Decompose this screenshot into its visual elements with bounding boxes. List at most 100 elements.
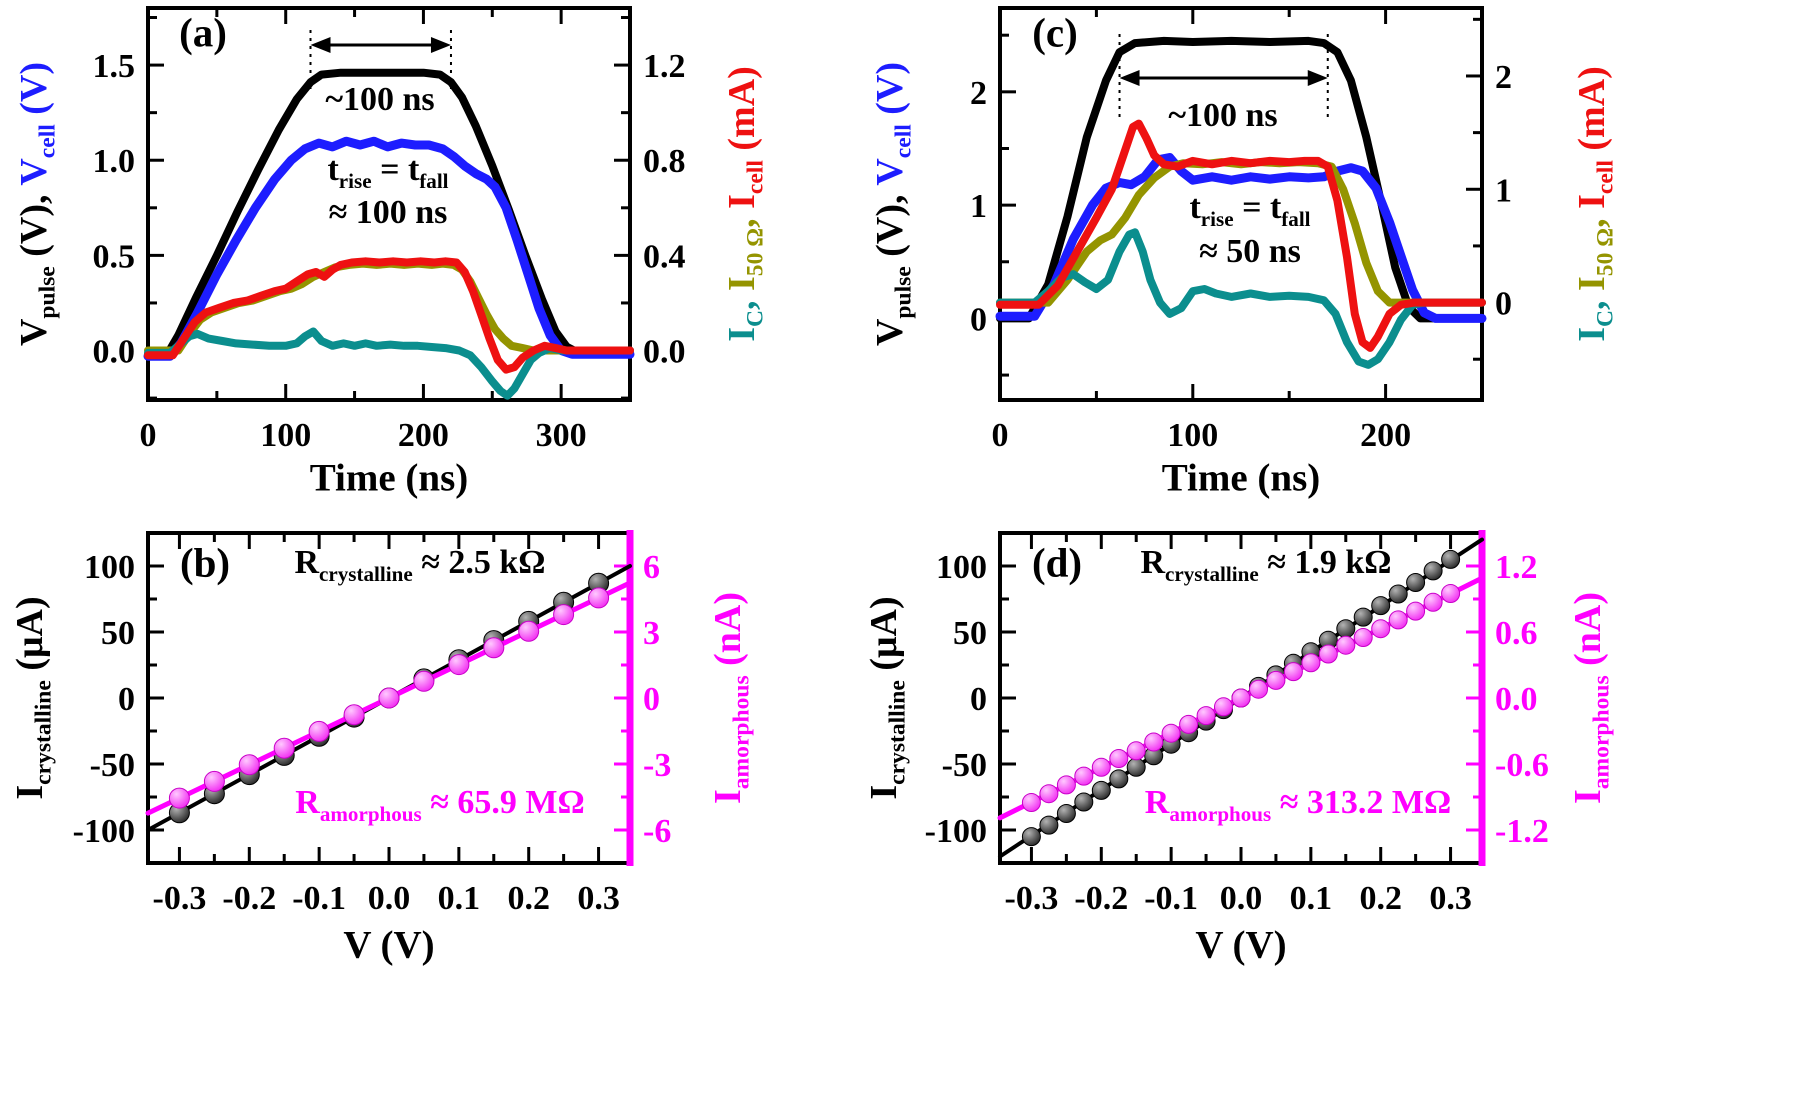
- series-V_pulse: [144, 68, 634, 359]
- marker-I_amorphous: [203, 770, 225, 792]
- series-I_cell: [996, 119, 1486, 352]
- series-V_cell: [995, 153, 1487, 323]
- marker-I_amorphous: [168, 787, 190, 809]
- marker-I_crystalline: [1388, 584, 1408, 604]
- y-right-tick-label: 3: [643, 615, 660, 652]
- panel-c-ticks: [998, 8, 1484, 400]
- marker-I_amorphous: [238, 754, 260, 776]
- marker-I_amorphous: [1056, 775, 1076, 795]
- marker-I_crystalline: [1126, 757, 1146, 777]
- marker-I_amorphous: [1371, 619, 1391, 639]
- x-tick-label: 0.3: [1429, 880, 1472, 917]
- marker-I_amorphous: [483, 637, 505, 659]
- arrow-head-left: [1119, 70, 1140, 86]
- panel-a: 0 100 200 300 0.0 0.5 1.0 1.5 0.0 0.4 0.8 1.2: [93, 6, 686, 454]
- marker-I_amorphous: [1388, 610, 1408, 630]
- y-right-tick-label: 0.4: [643, 238, 686, 275]
- y-right-tick-label: -1.2: [1495, 813, 1549, 850]
- x-tick-label: 0.2: [1359, 880, 1402, 917]
- x-tick-label: 0: [140, 417, 157, 454]
- marker-I_amorphous: [1231, 688, 1251, 708]
- marker-I_crystalline: [1406, 573, 1426, 592]
- series-V_cell: [143, 136, 635, 361]
- y-right-tick-label: 0: [1495, 286, 1512, 323]
- series-I_C: [144, 327, 634, 400]
- marker-I_crystalline: [1109, 769, 1129, 789]
- marker-I_amorphous: [1249, 679, 1268, 699]
- y-left-tick-label: 100: [84, 549, 135, 586]
- y-right-tick-label: -0.6: [1495, 747, 1549, 784]
- x-tick-label: 200: [1360, 417, 1411, 454]
- marker-I_amorphous: [1353, 628, 1373, 647]
- marker-I_amorphous: [1039, 784, 1059, 804]
- x-tick-label: -0.2: [1074, 880, 1128, 917]
- panel-a-frame: [146, 6, 632, 402]
- arrow-head-right: [430, 37, 451, 53]
- marker-I_amorphous: [378, 687, 400, 709]
- marker-I_amorphous: [448, 654, 470, 676]
- x-tick-label: 200: [398, 417, 449, 454]
- y-right-tick-label: 1: [1495, 172, 1512, 209]
- panel-d: -0.3 -0.2 -0.1 0.0 0.1 0.2 0.3 -100 -50 0 50 100 -1.…: [925, 530, 1549, 917]
- y-right-tick-label: 1.2: [1495, 549, 1538, 586]
- x-tick-label: -0.1: [1144, 880, 1198, 917]
- marker-I_amorphous: [1074, 766, 1094, 786]
- y-right-tick-label: 6: [643, 549, 660, 586]
- marker-I_crystalline: [1091, 780, 1111, 800]
- y-left-tick-label: 50: [101, 615, 135, 652]
- y-right-tick-label: 0.6: [1495, 615, 1538, 652]
- panel-d-ticks: [1000, 533, 1482, 863]
- marker-I_amorphous: [413, 670, 435, 692]
- x-tick-label: -0.2: [222, 880, 276, 917]
- arrow-head-right: [1307, 70, 1328, 86]
- marker-I_amorphous: [1179, 714, 1199, 734]
- y-left-tick-label: -100: [73, 813, 135, 850]
- marker-I_crystalline: [1056, 804, 1076, 823]
- panel-c: 0 100 200 0 1 2 0 1 2: [970, 6, 1512, 454]
- y-right-tick-label: 0.0: [643, 334, 686, 371]
- marker-I_crystalline: [1353, 607, 1373, 627]
- marker-I_amorphous: [273, 737, 295, 759]
- y-left-tick-label: 0: [118, 681, 135, 718]
- y-right-tick-label: 2: [1495, 59, 1512, 96]
- marker-I_amorphous: [1318, 644, 1338, 664]
- x-tick-label: 0.1: [438, 880, 481, 917]
- y-left-tick-label: 1: [970, 188, 987, 225]
- y-left-tick-label: 1.5: [93, 48, 136, 85]
- marker-I_crystalline: [1336, 619, 1356, 639]
- series-V_pulse: [996, 36, 1486, 323]
- x-tick-label: -0.3: [153, 880, 207, 917]
- x-tick-label: -0.3: [1005, 880, 1059, 917]
- marker-I_amorphous: [1021, 793, 1041, 812]
- marker-I_amorphous: [1441, 584, 1461, 603]
- marker-I_amorphous: [308, 720, 330, 742]
- marker-I_amorphous: [1406, 601, 1426, 621]
- y-left-tick-label: -50: [942, 747, 987, 784]
- arrow-head-left: [310, 37, 331, 53]
- marker-I_amorphous: [553, 604, 575, 626]
- marker-I_amorphous: [518, 620, 540, 642]
- x-tick-label: 100: [1167, 417, 1218, 454]
- marker-I_crystalline: [1039, 815, 1059, 835]
- marker-I_amorphous: [1161, 723, 1181, 743]
- y-left-tick-label: 0: [970, 681, 987, 718]
- x-tick-label: 300: [536, 417, 587, 454]
- y-left-tick-label: 0: [970, 301, 987, 338]
- series-I_C: [996, 228, 1486, 369]
- y-left-tick-label: 1.0: [93, 143, 136, 180]
- marker-I_amorphous: [1423, 592, 1443, 612]
- x-tick-label: 100: [260, 417, 311, 454]
- x-tick-label: 0.2: [507, 880, 550, 917]
- y-right-tick-label: -3: [643, 747, 671, 784]
- marker-I_crystalline: [1074, 792, 1094, 812]
- y-right-tick-label: 0: [643, 681, 660, 718]
- marker-I_crystalline: [1441, 549, 1461, 569]
- y-left-tick-label: 50: [953, 615, 987, 652]
- marker-I_amorphous: [1266, 670, 1286, 690]
- y-left-tick-label: 2: [970, 75, 987, 112]
- x-tick-label: 0: [992, 417, 1009, 454]
- marker-I_crystalline: [1423, 561, 1443, 581]
- marker-I_amorphous: [1214, 697, 1233, 717]
